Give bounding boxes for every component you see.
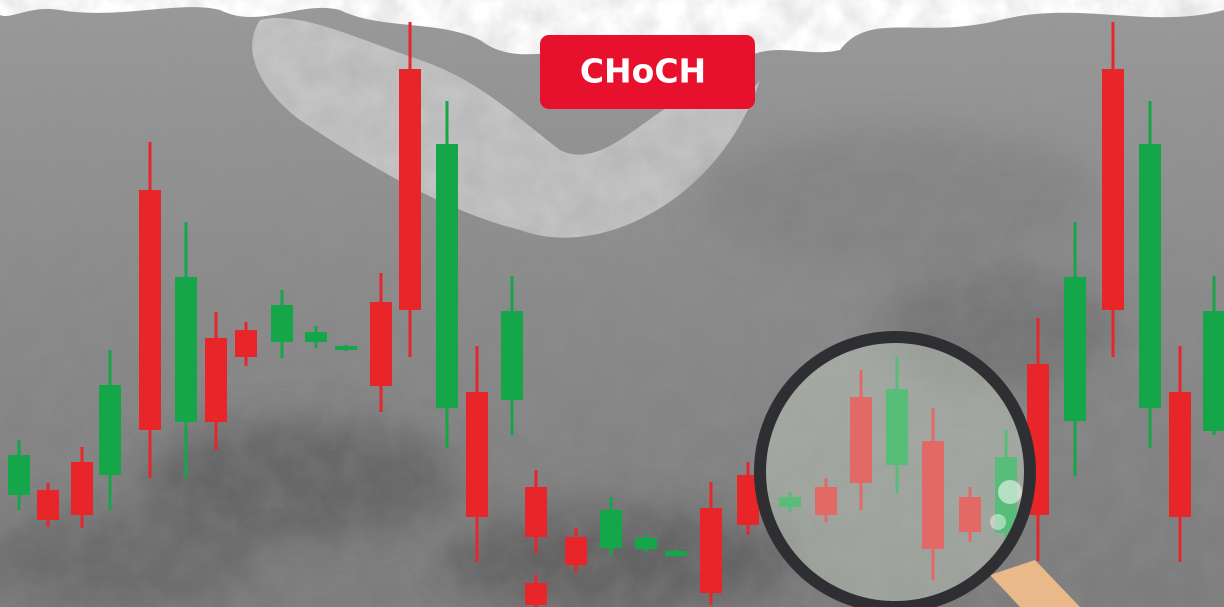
candle-body xyxy=(635,538,657,549)
candle-body xyxy=(525,487,547,537)
illustration: CHoCH xyxy=(0,0,1224,607)
candle-body xyxy=(205,338,227,422)
badge-label: CHoCH xyxy=(580,52,706,91)
candle-body xyxy=(139,190,161,430)
candle-body xyxy=(1064,277,1086,421)
candle-body xyxy=(37,490,59,520)
candle-body xyxy=(99,385,121,475)
candle-body xyxy=(1169,392,1191,517)
lens-glint xyxy=(998,480,1022,504)
badge: CHoCH xyxy=(540,35,755,109)
candle-body xyxy=(305,332,327,342)
candle-body xyxy=(8,455,30,495)
candle-body xyxy=(235,330,257,357)
candle-body xyxy=(1203,311,1224,431)
candle-body xyxy=(1102,69,1124,310)
candle-body xyxy=(1139,144,1161,408)
candle-body xyxy=(466,392,488,517)
candle-body xyxy=(335,346,357,350)
candle-body xyxy=(436,144,458,408)
candle-body xyxy=(71,462,93,515)
candle-body xyxy=(370,302,392,386)
candle-body xyxy=(600,510,622,548)
page: {"badge": {"label": "CHoCH"}} CHoCH (() … xyxy=(0,0,1224,607)
candle-body xyxy=(700,508,722,593)
candle-body xyxy=(271,305,293,342)
candle-body xyxy=(501,311,523,400)
candle-body xyxy=(525,583,547,605)
candle-body xyxy=(565,537,587,565)
candle-body xyxy=(399,69,421,310)
lens-glint xyxy=(990,514,1006,530)
candle-body xyxy=(665,551,687,556)
candle-body xyxy=(175,277,197,422)
